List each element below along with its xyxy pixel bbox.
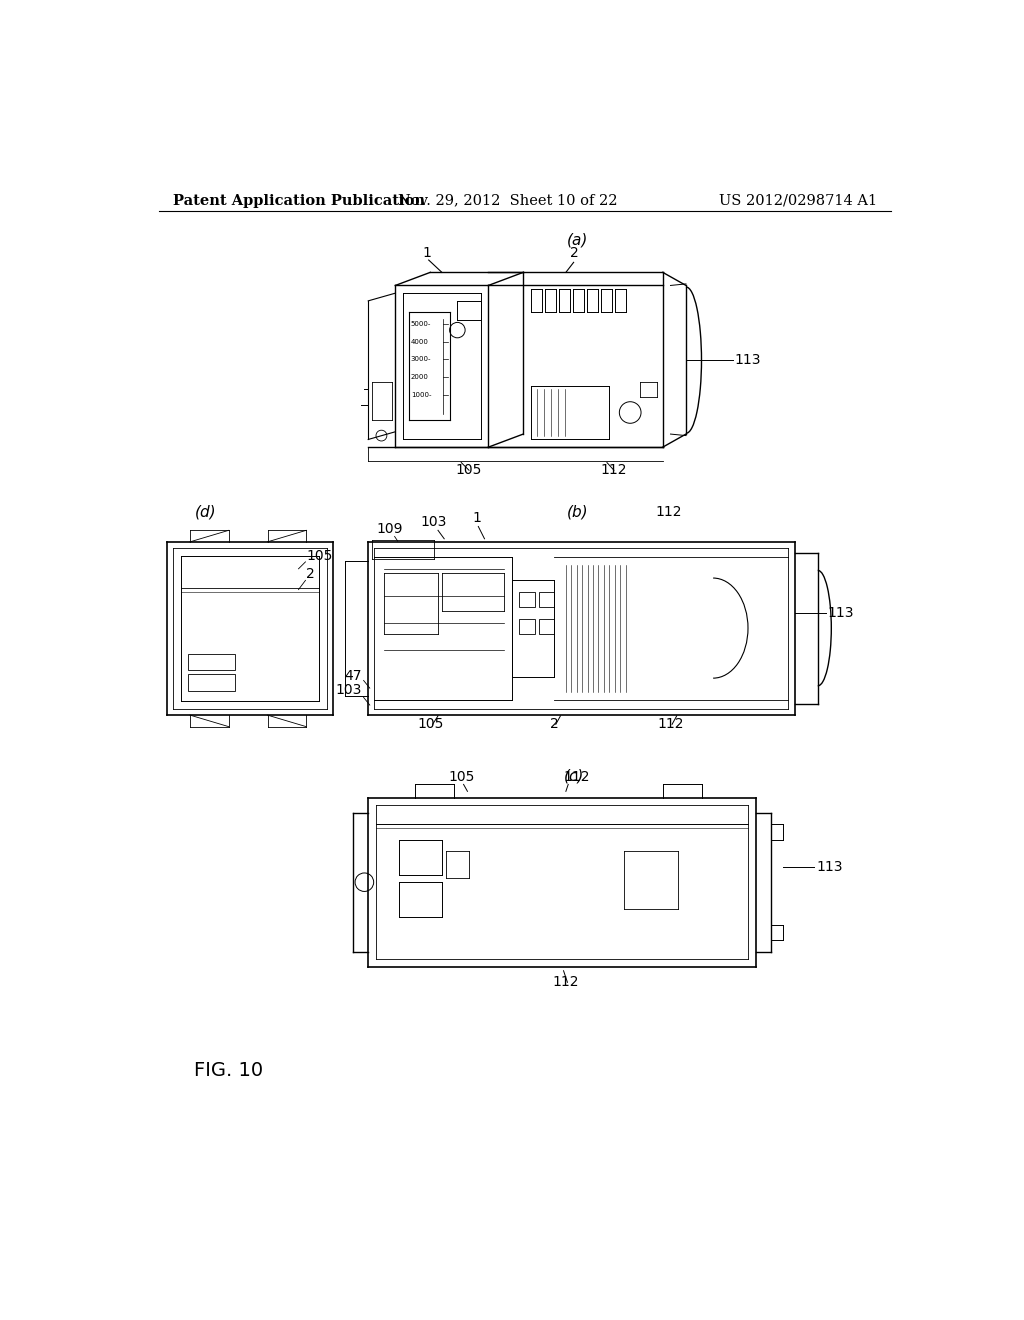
Text: 112: 112 — [553, 975, 580, 989]
Bar — [539, 591, 554, 607]
Text: 3000-: 3000- — [411, 356, 431, 363]
Bar — [188, 675, 234, 692]
Text: 103: 103 — [421, 516, 447, 529]
Text: 103: 103 — [336, 682, 362, 697]
Text: 109: 109 — [377, 521, 403, 536]
Text: US 2012/0298714 A1: US 2012/0298714 A1 — [719, 194, 877, 207]
Text: 105: 105 — [449, 770, 474, 784]
Bar — [519, 619, 535, 635]
Text: 4000: 4000 — [411, 339, 429, 345]
Text: 2: 2 — [569, 246, 579, 260]
Text: (b): (b) — [566, 504, 589, 520]
Bar — [188, 653, 234, 671]
Text: 5000-: 5000- — [411, 321, 431, 327]
Text: 112: 112 — [657, 717, 684, 731]
Text: 113: 113 — [735, 354, 761, 367]
Bar — [539, 619, 554, 635]
Text: 112: 112 — [655, 506, 682, 520]
Text: (d): (d) — [195, 504, 216, 520]
Text: 2: 2 — [550, 717, 559, 731]
Text: 47: 47 — [344, 669, 362, 684]
Text: FIG. 10: FIG. 10 — [194, 1061, 263, 1080]
Text: 112: 112 — [563, 770, 590, 784]
Bar — [519, 591, 535, 607]
Text: 113: 113 — [816, 859, 843, 874]
Text: 1: 1 — [422, 246, 431, 260]
Text: 1000-: 1000- — [411, 392, 431, 397]
Text: 2: 2 — [306, 568, 315, 581]
Text: 105: 105 — [456, 463, 482, 477]
Text: (c): (c) — [563, 768, 584, 784]
Text: 113: 113 — [827, 606, 854, 619]
Text: 105: 105 — [417, 717, 443, 731]
Text: 1: 1 — [472, 511, 481, 525]
Text: Patent Application Publication: Patent Application Publication — [173, 194, 425, 207]
Text: (a): (a) — [567, 232, 588, 248]
Text: 105: 105 — [306, 549, 333, 564]
Text: Nov. 29, 2012  Sheet 10 of 22: Nov. 29, 2012 Sheet 10 of 22 — [398, 194, 617, 207]
Text: 2000: 2000 — [411, 374, 429, 380]
Text: 112: 112 — [601, 463, 627, 477]
